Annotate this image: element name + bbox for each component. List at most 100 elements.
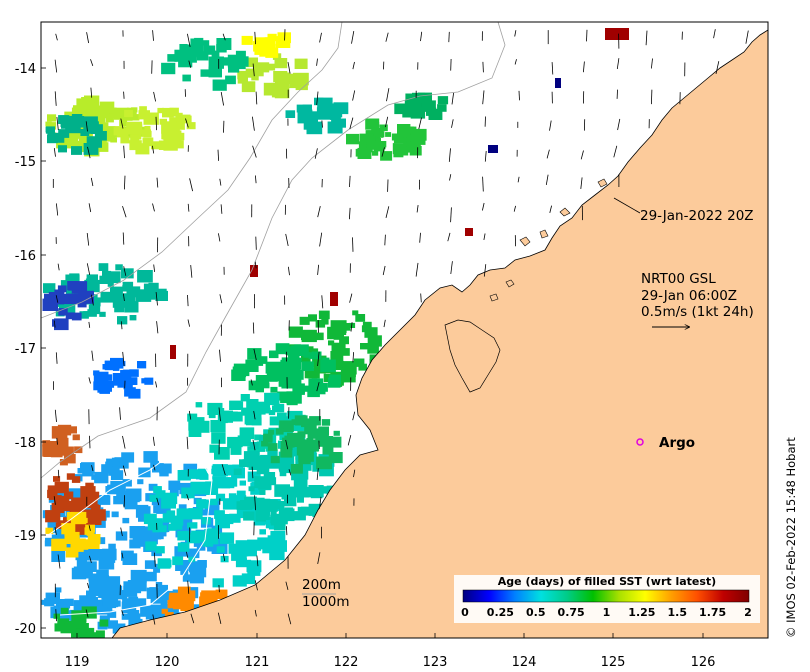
- sst-cell: [217, 410, 233, 423]
- current-vector: [482, 90, 485, 105]
- current-vector: [119, 407, 121, 420]
- sst-cell: [196, 51, 209, 61]
- sst-cell: [139, 106, 147, 113]
- sst-cell: [268, 429, 275, 435]
- sst-cell: [273, 403, 285, 413]
- sst-cell: [83, 116, 98, 128]
- current-source-label: NRT00 GSL: [641, 271, 716, 287]
- sst-cell: [331, 342, 346, 354]
- sst-cell: [202, 40, 210, 46]
- sst-cell: [263, 429, 271, 435]
- sst-cell: [59, 459, 68, 466]
- sst-cell: [54, 481, 69, 494]
- sst-cell: [41, 599, 48, 605]
- timestamp-label: 29-Jan-2022 20Z: [640, 208, 754, 224]
- sst-cell: [82, 487, 95, 498]
- current-vector: [448, 31, 450, 43]
- sst-cell: [113, 590, 126, 600]
- current-vector: [349, 207, 351, 220]
- sst-cell: [43, 283, 56, 294]
- sst-cell: [266, 63, 276, 71]
- current-vector: [57, 263, 60, 271]
- sst-cell: [173, 598, 187, 610]
- sst-cell: [297, 497, 304, 503]
- sst-cell: [393, 149, 404, 158]
- sst-cell: [208, 66, 222, 78]
- sst-cell: [309, 416, 321, 426]
- sst-cell: [201, 517, 211, 525]
- sst-cell: [155, 490, 166, 499]
- sst-cell: [299, 316, 310, 325]
- sst-cell: [248, 486, 255, 492]
- sst-cell: [63, 517, 76, 528]
- sst-cell: [106, 576, 121, 587]
- sst-cell: [295, 80, 308, 91]
- sst-cell: [47, 489, 58, 499]
- sst-cell: [246, 455, 262, 468]
- sst-cell: [219, 532, 235, 544]
- sst-cell: [259, 490, 266, 495]
- current-vector: [287, 613, 292, 625]
- current-vector: [88, 377, 91, 384]
- sst-cell: [178, 504, 187, 511]
- sst-cell: [186, 122, 196, 130]
- sst-cell: [149, 494, 159, 502]
- sst-cell: [152, 463, 164, 473]
- sst-cell: [58, 308, 68, 316]
- sst-cell: [290, 464, 303, 474]
- sst-cell: [177, 530, 190, 541]
- sst-cell: [199, 472, 209, 480]
- sst-cell: [122, 369, 131, 376]
- colorbar-tick-label: 0: [461, 606, 469, 619]
- current-vector: [316, 58, 318, 66]
- sst-cell: [228, 63, 240, 73]
- sst-cell: [247, 539, 262, 551]
- sst-cell: [155, 582, 163, 588]
- sst-cell: [86, 590, 96, 599]
- sst-cell: [143, 451, 158, 463]
- sst-cell: [162, 603, 175, 614]
- bathymetry-contours-white: [41, 439, 213, 616]
- colorbar-ramp: [462, 589, 750, 603]
- current-vector: [319, 232, 323, 247]
- sst-cell: [59, 610, 73, 621]
- sst-cell: [112, 295, 129, 308]
- sst-cell: [269, 350, 279, 359]
- current-vector: [155, 292, 158, 306]
- sst-cell: [285, 489, 295, 498]
- sst-cell: [267, 449, 278, 459]
- sst-cell: [274, 86, 290, 99]
- sst-cell: [177, 470, 191, 481]
- current-vector: [316, 382, 320, 392]
- sst-cell: [248, 414, 261, 425]
- x-axis-ticks: 119 120 121 122 123 124 125 126: [65, 633, 715, 670]
- x-tick-label: 119: [65, 655, 90, 670]
- sst-cell: [316, 456, 332, 470]
- current-vector: [152, 614, 156, 625]
- x-tick-label: 124: [512, 655, 537, 670]
- current-vector: [482, 176, 484, 192]
- current-vector: [254, 495, 256, 511]
- sst-cell: [72, 617, 87, 629]
- sst-cell: [144, 125, 151, 131]
- sst-cell: [181, 487, 195, 499]
- current-vector: [186, 436, 189, 450]
- current-vector: [349, 293, 353, 303]
- sst-cell: [330, 292, 338, 306]
- sst-cell: [254, 434, 262, 441]
- current-vector: [514, 30, 517, 37]
- sst-cell: [57, 137, 65, 143]
- sst-cell: [169, 107, 179, 116]
- sst-cell: [181, 587, 189, 593]
- current-vector: [155, 116, 157, 131]
- current-vector: [53, 148, 56, 157]
- sst-cell: [256, 62, 270, 73]
- current-vector: [384, 234, 386, 246]
- sst-cell: [341, 371, 354, 382]
- sst-cell: [188, 469, 201, 479]
- sst-cell: [79, 102, 87, 108]
- current-vector: [91, 465, 94, 472]
- current-vector: [451, 119, 454, 128]
- sst-cell: [289, 434, 303, 446]
